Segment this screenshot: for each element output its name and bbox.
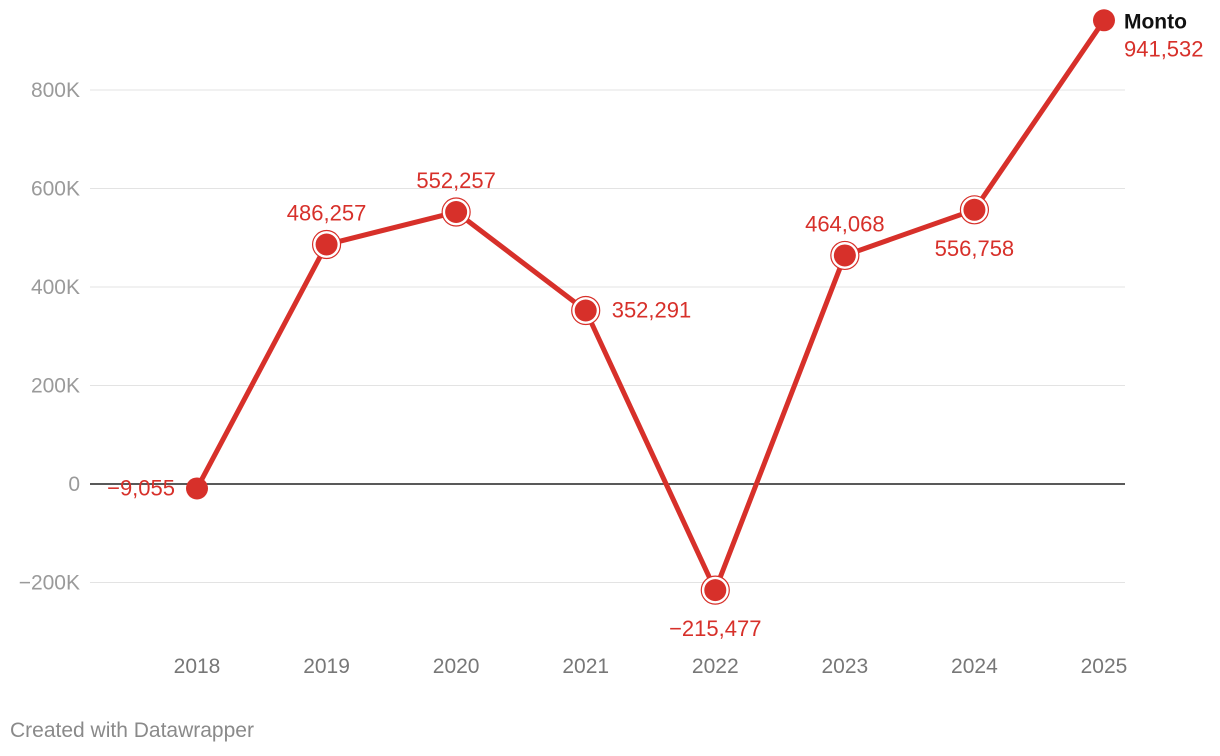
x-tick-label: 2022	[692, 655, 739, 678]
data-point	[833, 244, 856, 267]
data-label: −9,055	[107, 475, 175, 500]
y-tick-label: 200K	[31, 375, 80, 398]
data-label: 941,532	[1124, 36, 1204, 61]
y-tick-label: 0	[68, 473, 80, 496]
data-label: 486,257	[287, 201, 367, 226]
x-tick-label: 2020	[433, 655, 480, 678]
data-point	[315, 233, 338, 256]
data-label: 556,758	[935, 236, 1015, 261]
data-label: 464,068	[805, 211, 885, 236]
footer-credit: Created with Datawrapper	[10, 719, 254, 742]
data-point	[1092, 9, 1115, 32]
data-point	[963, 198, 986, 221]
x-tick-label: 2024	[951, 655, 998, 678]
x-tick-label: 2021	[562, 655, 609, 678]
data-label: −215,477	[669, 616, 761, 641]
x-tick-label: 2023	[821, 655, 868, 678]
data-label: 352,291	[612, 297, 692, 322]
data-point	[574, 299, 597, 322]
data-point	[445, 201, 468, 224]
y-tick-label: −200K	[19, 572, 80, 595]
series-name-label: Monto	[1124, 10, 1187, 33]
y-tick-label: 400K	[31, 276, 80, 299]
series-line	[194, 17, 1107, 593]
data-point	[704, 579, 727, 602]
data-point	[186, 477, 208, 500]
y-tick-label: 600K	[31, 178, 80, 201]
x-tick-label: 2018	[174, 655, 221, 678]
x-tick-label: 2019	[303, 655, 350, 678]
data-label: 552,257	[416, 168, 496, 193]
x-tick-label: 2025	[1081, 655, 1128, 678]
y-tick-label: 800K	[31, 79, 80, 102]
